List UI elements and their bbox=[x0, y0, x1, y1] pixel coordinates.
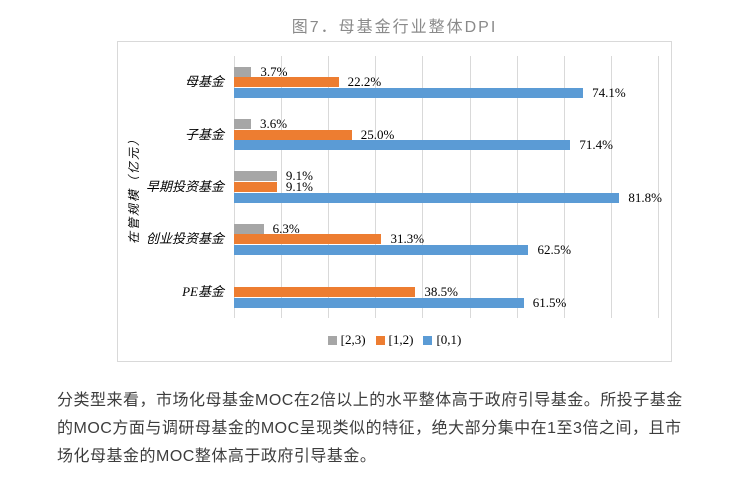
legend-item: [0,1) bbox=[423, 332, 461, 348]
bar bbox=[234, 140, 571, 151]
bar bbox=[234, 286, 416, 297]
caption-line: 的MOC方面与调研母基金的MOC呈现类似的特征，绝大部分集中在1至3倍之间，且市 bbox=[57, 420, 682, 437]
bar-value-label: 81.8% bbox=[628, 189, 662, 205]
bar-value-label: 38.5% bbox=[424, 283, 458, 299]
bar bbox=[234, 88, 584, 98]
gridline bbox=[375, 56, 377, 318]
gridline bbox=[658, 56, 659, 318]
legend-label: [1,2) bbox=[388, 332, 414, 347]
category-label: 母基金 bbox=[184, 74, 224, 90]
bar-value-label: 31.3% bbox=[390, 231, 425, 247]
gridline bbox=[422, 56, 424, 318]
gridline bbox=[563, 56, 565, 318]
legend-item: [2,3) bbox=[327, 332, 366, 348]
bar-value-label: 22.2% bbox=[347, 74, 382, 90]
gridline bbox=[610, 56, 612, 318]
legend-label: [2,3) bbox=[340, 332, 366, 347]
gridline bbox=[281, 56, 283, 318]
category-label: 早期投资基金 bbox=[145, 179, 224, 194]
bar bbox=[234, 234, 382, 245]
caption-line: 场化母基金的MOC整体高于政府引导基金。 bbox=[57, 448, 377, 465]
bar-value-label: 61.5% bbox=[532, 294, 567, 310]
bar bbox=[234, 182, 277, 193]
bar bbox=[234, 77, 339, 88]
bar-value-label: 6.3% bbox=[272, 220, 300, 236]
bar bbox=[234, 129, 352, 140]
bar-value-label: 62.5% bbox=[537, 242, 572, 258]
bar-value-label: 25.0% bbox=[360, 126, 395, 142]
bar-value-label: 71.4% bbox=[579, 137, 613, 153]
bar bbox=[234, 297, 524, 308]
category-label: PE基金 bbox=[182, 283, 224, 299]
bar-value-label: 9.1% bbox=[285, 179, 313, 195]
bar bbox=[234, 118, 251, 129]
gridline bbox=[469, 56, 471, 318]
legend-swatch bbox=[423, 335, 433, 345]
bar bbox=[234, 245, 529, 256]
caption-line: 分类型来看，市场化母基金MOC在2倍以上的水平整体高于政府引导基金。所投子基金 bbox=[57, 392, 683, 409]
bar bbox=[234, 223, 264, 234]
bar-value-label: 3.6% bbox=[259, 115, 288, 131]
bar bbox=[234, 192, 620, 203]
legend-swatch bbox=[327, 335, 337, 345]
legend-label: [0,1) bbox=[436, 332, 462, 347]
bar-value-label: 74.1% bbox=[592, 85, 626, 100]
chart-box: 在管规模（亿元） 3.7% 22.2% 74.1% 3.6% 25.0% 71.4% 9.1… bbox=[117, 41, 672, 362]
plot-area: 3.7% 22.2% 74.1% 3.6% 25.0% 71.4% 9.1% 9.1% 81.8… bbox=[234, 56, 662, 318]
legend: [2,3) [1,2) [0,1) bbox=[118, 332, 671, 348]
bar-value-label: 3.7% bbox=[260, 63, 288, 79]
gridline bbox=[328, 56, 330, 318]
bar bbox=[234, 66, 252, 77]
gridline bbox=[516, 56, 518, 318]
legend-swatch bbox=[375, 335, 385, 345]
legend-item: [1,2) bbox=[375, 332, 414, 348]
bar bbox=[234, 171, 277, 182]
bar-value-label: 9.1% bbox=[285, 168, 313, 184]
category-label: 子基金 bbox=[184, 126, 224, 142]
caption-paragraph: 分类型来看，市场化母基金MOC在2倍以上的水平整体高于政府引导基金。所投子基金 … bbox=[57, 387, 717, 471]
category-label: 创业投资基金 bbox=[145, 231, 224, 247]
figure-title: 图7．母基金行业整体DPI bbox=[291, 19, 498, 36]
